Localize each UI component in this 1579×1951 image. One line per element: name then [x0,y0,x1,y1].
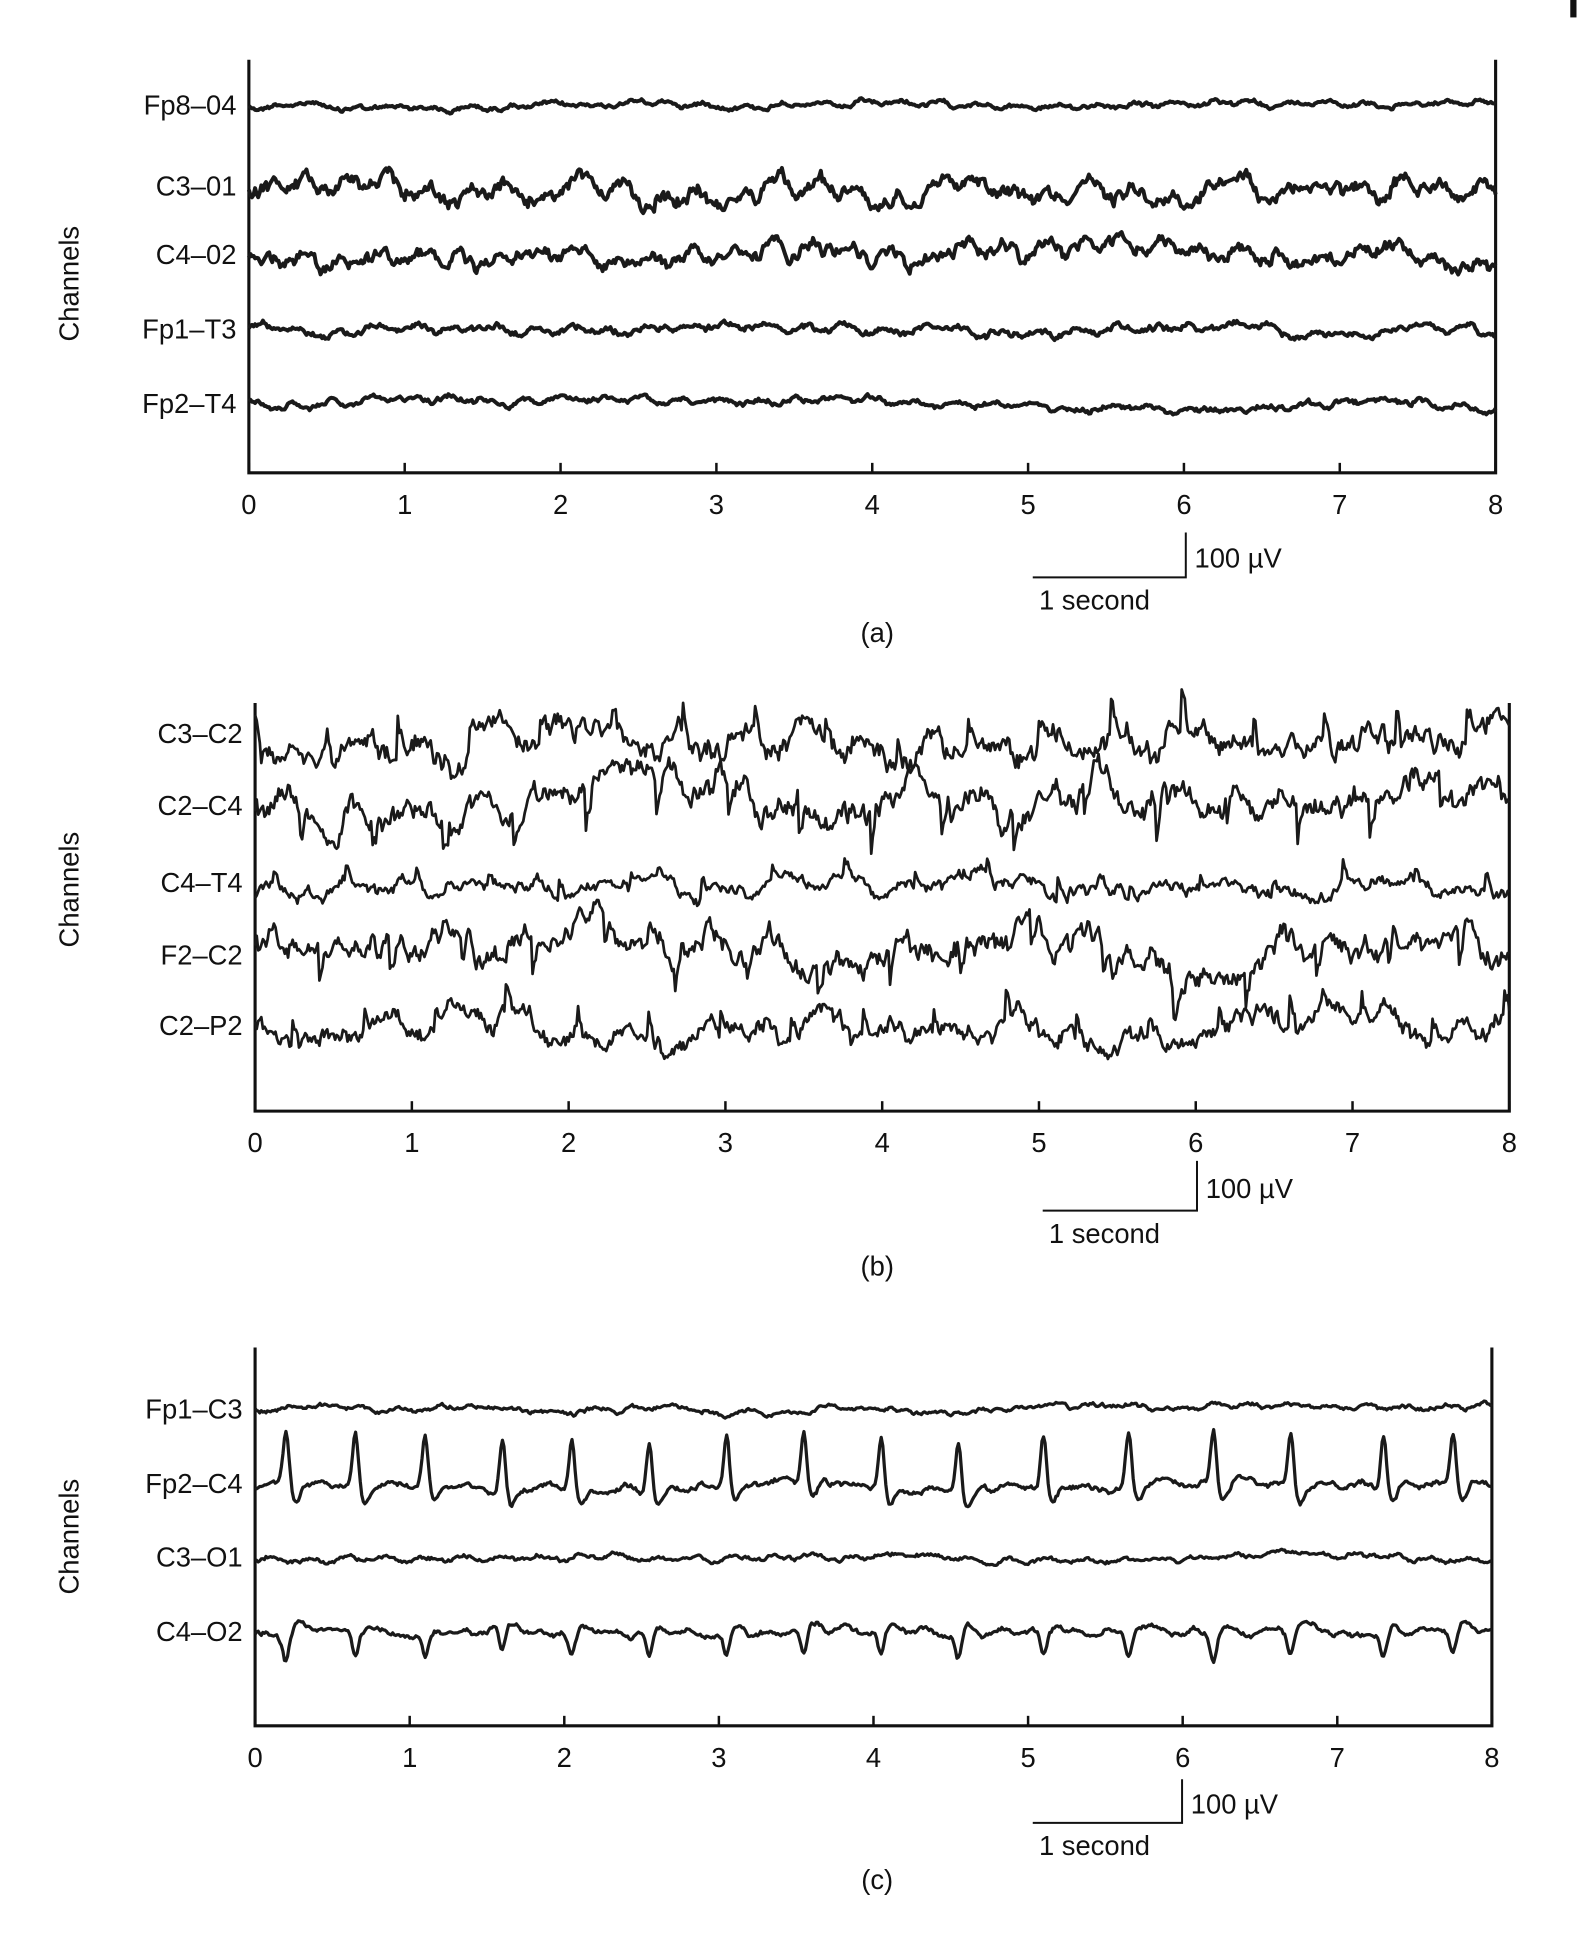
panel-b: 0 1 2 3 4 5 6 7 8 Channels C3–C2 C2–C4 C4–T4 F2–C2 C2–… [53,688,1517,1281]
eeg-trace [253,688,1511,781]
channel-label: C3–C2 [157,718,242,749]
x-tick-label: 2 [557,1742,572,1773]
channel-label: C3–O1 [156,1542,243,1573]
corner-mark [1570,0,1577,18]
channel-label: C4–T4 [161,867,243,898]
x-tick-label: 6 [1188,1127,1203,1158]
eeg-trace [253,752,1511,856]
scale-bar [1032,532,1187,579]
channel-label: Fp8–04 [144,89,237,120]
x-tick-label: 3 [709,489,724,520]
scale-bar-time: 1 second [1039,585,1150,616]
x-tick-label: 4 [866,1742,881,1773]
x-tick-label: 5 [1020,1742,1035,1773]
eeg-trace [253,982,1511,1061]
x-tick-label: 5 [1031,1127,1046,1158]
panel-caption: (b) [860,1250,893,1281]
x-tick-label: 8 [1502,1127,1517,1158]
channel-label: C2–P2 [159,1010,243,1041]
channel-label: C4–O2 [156,1616,243,1647]
x-tick-label: 5 [1020,489,1035,520]
x-tick-label: 7 [1345,1127,1360,1158]
channel-label: F2–C2 [161,939,243,970]
scale-bar [1032,1779,1184,1824]
y-axis-label: Channels [53,1479,84,1595]
x-tick-label: 0 [241,489,256,520]
channel-label: Fp2–C4 [145,1468,242,1499]
eeg-trace [247,392,1498,417]
eeg-trace [254,1427,1493,1509]
panel-c: 0 1 2 3 4 5 6 7 8 Channels Fp1–C3 Fp2–C4 C3–O1 C4–O2 1… [53,1347,1499,1895]
scale-bar-amplitude: 100 µV [1195,542,1283,573]
eeg-trace [253,857,1510,908]
channel-label: C3–01 [156,170,237,201]
x-tick-label: 3 [711,1742,726,1773]
x-tick-label: 3 [718,1127,733,1158]
x-tick-label: 0 [247,1742,262,1773]
x-tick-label: 1 [397,489,412,520]
x-tick-label: 7 [1330,1742,1345,1773]
x-tick-label: 7 [1332,489,1347,520]
x-tick-label: 4 [875,1127,890,1158]
eeg-trace [253,898,1510,1022]
eeg-trace [253,1619,1493,1665]
channel-label: Fp1–T3 [142,313,236,344]
x-tick-label: 4 [865,489,880,520]
x-tick-label: 6 [1176,489,1191,520]
panel-a: 0 1 2 3 4 5 6 7 8 Channels Fp8–04 C3–01 C4–02 Fp1–T3 F… [53,59,1503,648]
eeg-trace [247,318,1496,343]
x-tick-label: 6 [1175,1742,1190,1773]
scale-bar-amplitude: 100 µV [1191,1789,1279,1820]
eeg-trace [246,165,1498,216]
channel-label: Fp1–C3 [145,1393,242,1424]
eeg-trace [254,1547,1493,1568]
x-tick-label: 8 [1484,1742,1499,1773]
scale-bar-time: 1 second [1049,1218,1160,1249]
scale-bar-amplitude: 100 µV [1206,1173,1294,1204]
channel-label: C4–02 [156,239,237,270]
scale-bar-time: 1 second [1039,1830,1150,1861]
eeg-trace [247,96,1497,116]
eeg-trace [247,230,1498,277]
x-tick-label: 2 [553,489,568,520]
eeg-trace [253,1399,1493,1420]
x-tick-label: 1 [402,1742,417,1773]
y-axis-label: Channels [53,226,84,342]
panel-caption: (a) [860,617,893,648]
x-tick-label: 0 [247,1127,262,1158]
channel-label: C2–C4 [157,790,242,821]
x-tick-label: 8 [1488,489,1503,520]
x-tick-label: 1 [404,1127,419,1158]
panel-caption: (c) [861,1864,893,1895]
y-axis-label: Channels [53,832,84,948]
x-tick-label: 2 [561,1127,576,1158]
scale-bar [1042,1160,1198,1212]
channel-label: Fp2–T4 [142,388,236,419]
